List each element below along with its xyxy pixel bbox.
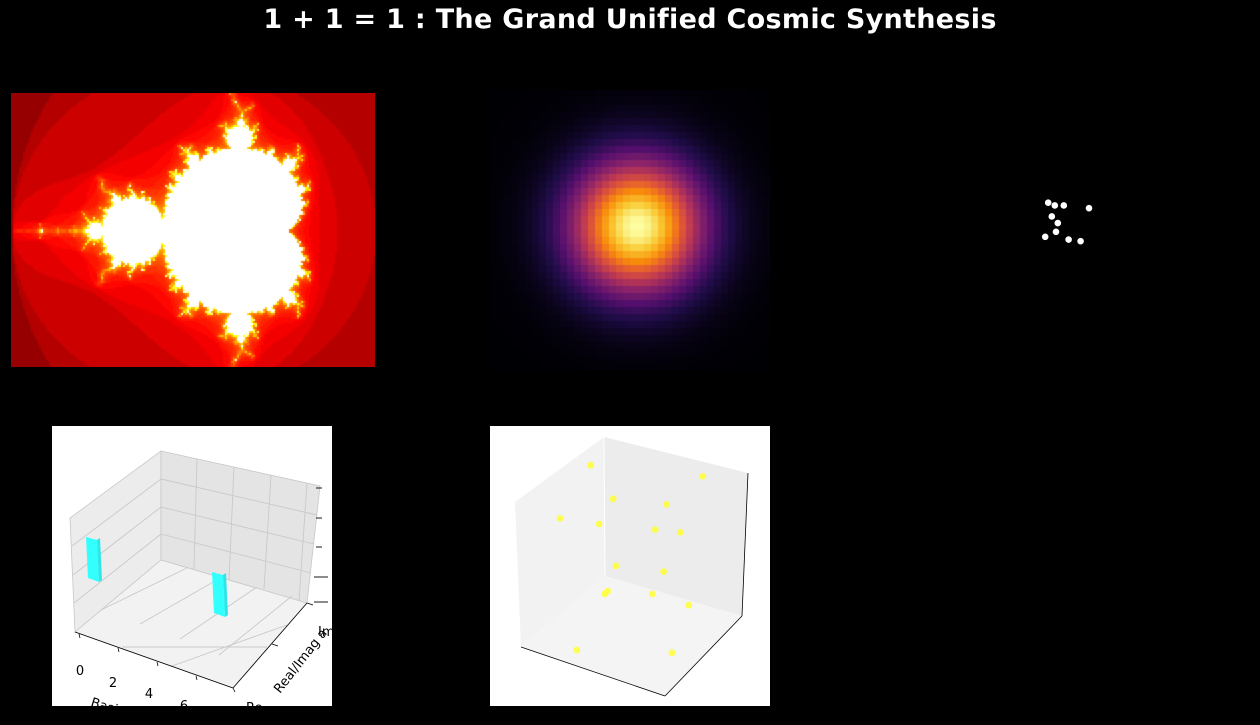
network-node — [1054, 219, 1062, 227]
mandelbrot-heatmap — [11, 93, 375, 367]
scatter-3d-point — [612, 562, 620, 570]
scatter-3d-point — [609, 495, 617, 503]
scatter-3d-point — [595, 520, 603, 528]
scatter-3d-point — [660, 568, 667, 575]
scatter-3d-point — [699, 473, 707, 480]
scatter-3d-point — [573, 646, 581, 654]
bar-3d-bar — [212, 572, 225, 617]
scatter-3d-point — [685, 601, 693, 609]
bar-3d-x-tick-label: 4 — [145, 687, 153, 702]
scatter-3d-point — [587, 461, 595, 469]
network-node — [1077, 237, 1084, 245]
scatter-3d-points — [556, 461, 707, 657]
gaussian-heatmap — [490, 90, 770, 370]
bar-3d-y-axis-label: Real/Imag a — [271, 626, 330, 696]
network-graph — [1041, 199, 1093, 245]
network-node — [1041, 233, 1049, 241]
scatter-3d-point — [663, 501, 670, 508]
scatter-3d-axes — [515, 436, 749, 697]
network-node — [1060, 202, 1068, 209]
bar-3d-axes — [69, 450, 321, 689]
network-node — [1044, 199, 1052, 206]
scatter-3d-chart — [490, 426, 770, 706]
bar-3d-x-tick-label: 2 — [109, 676, 117, 691]
bar-3d-chart: 0 2 4 6 Im Re Basis Real/Imag a — [52, 426, 332, 706]
page-title: 1 + 1 = 1 : The Grand Unified Cosmic Syn… — [263, 4, 997, 35]
network-node — [1048, 213, 1056, 220]
scatter-3d-point — [556, 515, 564, 522]
scatter-3d-point — [677, 529, 684, 536]
bar-3d-bar — [86, 537, 99, 582]
scatter-3d-point — [604, 587, 611, 595]
network-node — [1085, 204, 1093, 212]
scatter-3d-point — [651, 526, 659, 533]
bar-3d-y-tick-label: Im — [318, 625, 332, 640]
bar-3d-bar-side — [223, 573, 228, 617]
bar-3d-x-tick-label: 0 — [76, 664, 84, 679]
bar-3d-x-tick-label: 6 — [180, 699, 188, 706]
network-node — [1065, 236, 1072, 243]
bar-3d-y-tick-label: Re — [246, 701, 262, 706]
bar-3d-bar-side — [97, 538, 102, 582]
scatter-3d-point — [668, 649, 676, 657]
bar-3d-z-ticks — [314, 487, 328, 603]
bar-3d-x-axis-label: Basis — [89, 695, 126, 706]
bar-3d-bars — [86, 537, 228, 617]
scatter-3d-point — [649, 590, 656, 598]
network-node — [1051, 202, 1059, 209]
network-node — [1052, 228, 1060, 236]
